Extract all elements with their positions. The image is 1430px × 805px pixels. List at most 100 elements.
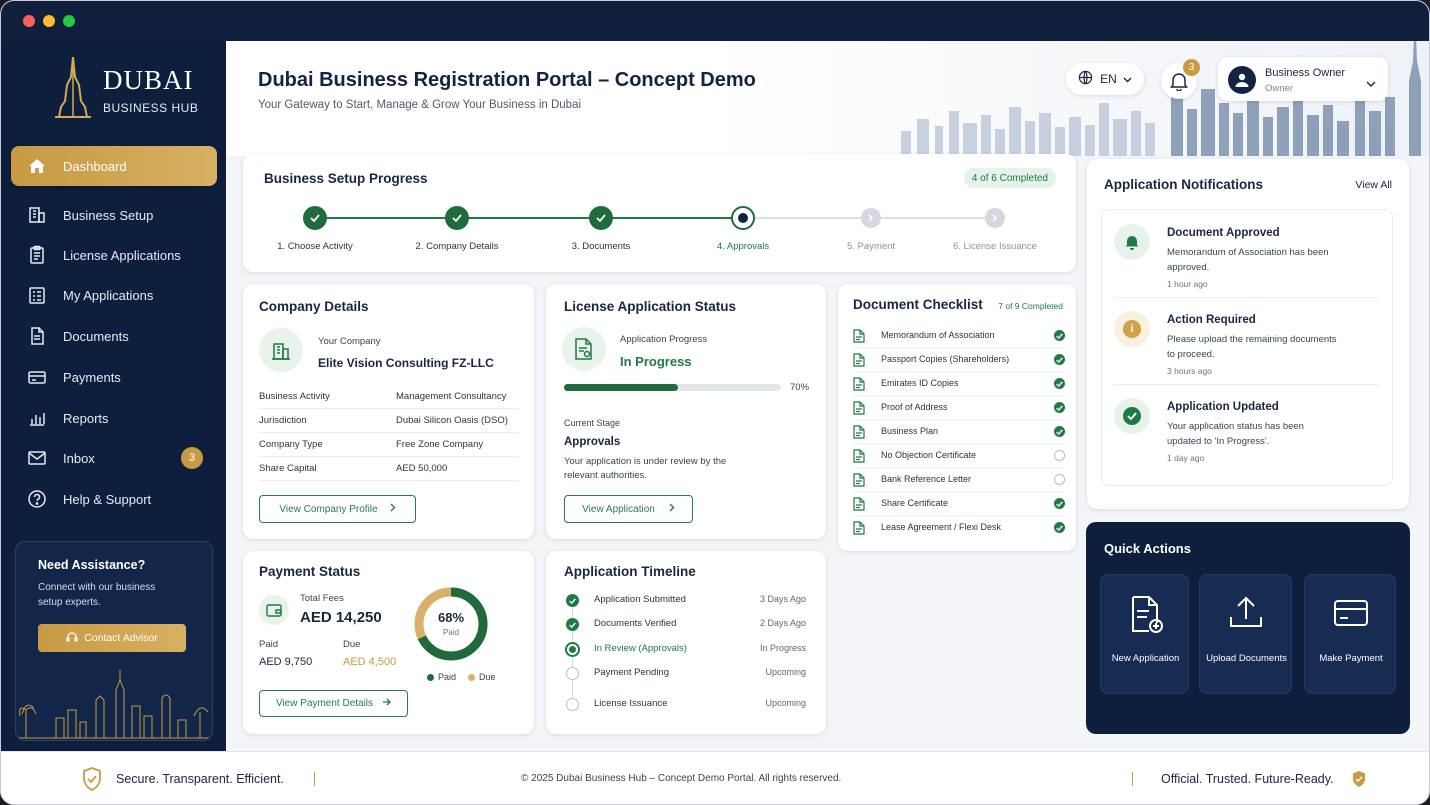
sidebar-item-label: Reports: [63, 410, 109, 426]
sidebar-item-dashboard[interactable]: Dashboard: [11, 146, 217, 186]
company-info-key: Share Capital: [259, 463, 317, 474]
sidebar-item-inbox[interactable]: Inbox 3: [11, 438, 217, 478]
check-circle-icon: [1054, 426, 1065, 437]
row-divider: [853, 467, 1065, 468]
inbox-count-badge: 3: [181, 447, 203, 469]
globe-icon: [1078, 70, 1093, 88]
home-icon: [25, 154, 49, 178]
page-title: Dubai Business Registration Portal – Con…: [258, 69, 756, 91]
check-circle-icon: [1054, 378, 1065, 389]
notifications-button[interactable]: 3: [1161, 59, 1200, 99]
document-icon: [853, 521, 865, 540]
assistance-card: Need Assistance? Connect with our busine…: [15, 541, 213, 741]
sidebar-item-my-applications[interactable]: My Applications: [11, 275, 217, 315]
legend-due-label: Due: [479, 672, 496, 682]
progress-badge: 4 of 6 Completed: [963, 168, 1056, 188]
language-selector[interactable]: EN: [1066, 63, 1144, 95]
row-divider: [1114, 384, 1380, 385]
view-payment-details-button[interactable]: View Payment Details: [259, 690, 408, 717]
payment-donut-chart: [414, 587, 488, 661]
application-progress-percent: 70%: [790, 382, 810, 393]
footer-divider: [1132, 772, 1133, 786]
view-payment-details-label: View Payment Details: [275, 698, 374, 709]
sidebar-item-label: Inbox: [63, 450, 95, 466]
sidebar-item-label: Payments: [63, 369, 121, 385]
progress-step-label: 6. License Issuance: [953, 241, 1037, 252]
document-icon: [853, 449, 865, 468]
company-info-value: Free Zone Company: [396, 439, 484, 450]
maximize-window-button[interactable]: [63, 15, 75, 27]
contact-advisor-button[interactable]: Contact Advisor: [38, 624, 186, 652]
timeline-item-label: Payment Pending: [594, 667, 669, 678]
info-icon: i: [1114, 311, 1150, 347]
make-payment-button[interactable]: Make Payment: [1304, 574, 1396, 694]
application-notifications-card: Application Notifications View All Docum…: [1087, 159, 1409, 509]
checklist-badge: 7 of 9 Completed: [998, 301, 1063, 311]
paid-label: Paid: [259, 639, 279, 650]
bell-icon: [1114, 224, 1150, 260]
sidebar-item-documents[interactable]: Documents: [11, 316, 217, 356]
upload-documents-label: Upload Documents: [1206, 653, 1287, 664]
notification-title: Action Required: [1167, 314, 1256, 326]
progress-title: Business Setup Progress: [264, 171, 428, 186]
user-menu[interactable]: Business Owner Owner: [1218, 57, 1388, 101]
row-divider: [259, 408, 518, 409]
wallet-icon: [259, 595, 289, 625]
brand-title: DUBAI: [103, 65, 194, 95]
company-info-key: Business Activity: [259, 391, 330, 402]
application-timeline-card: Application Timeline Application Submitt…: [546, 551, 826, 734]
timeline-item-label: Application Submitted: [594, 594, 686, 605]
user-name: Business Owner: [1265, 67, 1346, 79]
upload-documents-button[interactable]: Upload Documents: [1199, 574, 1292, 694]
notifications-list: Document Approved Memorandum of Associati…: [1101, 209, 1393, 486]
checklist-item-label: Memorandum of Association: [881, 330, 995, 340]
checklist-item-label: Bank Reference Letter: [881, 474, 972, 484]
chevron-right-icon: [669, 503, 675, 515]
document-checklist-title: Document Checklist: [853, 297, 983, 312]
timeline-item-time: In Progress: [759, 643, 806, 653]
checklist-item-label: Emirates ID Copies: [881, 378, 959, 388]
document-icon: [853, 497, 865, 516]
progress-step-label: 3. Documents: [571, 241, 631, 252]
view-application-button[interactable]: View Application: [564, 495, 693, 523]
badge-shield-icon: [1351, 770, 1367, 793]
timeline-current-icon: [565, 642, 580, 657]
sidebar-item-license-applications[interactable]: License Applications: [11, 235, 217, 275]
document-icon: [853, 473, 865, 492]
clipboard-icon: [25, 243, 49, 267]
view-company-profile-button[interactable]: View Company Profile: [259, 495, 416, 523]
list-icon: [25, 283, 49, 307]
progress-step-label: 1. Choose Activity: [277, 241, 353, 252]
brand-subtitle: BUSINESS HUB: [103, 101, 199, 115]
sidebar-item-label: Business Setup: [63, 207, 154, 223]
row-divider: [853, 347, 1065, 348]
bell-icon: [1170, 71, 1188, 96]
company-info-key: Company Type: [259, 439, 323, 450]
total-fees-label: Total Fees: [300, 593, 344, 604]
timeline-item-label: Documents Verified: [594, 618, 677, 629]
view-all-link[interactable]: View All: [1355, 179, 1392, 191]
row-divider: [853, 395, 1065, 396]
notification-title: Document Approved: [1167, 227, 1280, 239]
legend-paid-label: Paid: [438, 672, 457, 682]
sidebar-item-business-setup[interactable]: Business Setup: [11, 195, 217, 235]
contact-advisor-label: Contact Advisor: [84, 632, 158, 644]
sidebar-item-payments[interactable]: Payments: [11, 357, 217, 397]
assistance-text-1: Connect with our business: [38, 582, 156, 593]
sidebar-item-help-support[interactable]: Help & Support: [11, 479, 217, 519]
mail-icon: [25, 446, 49, 470]
due-value: AED 4,500: [343, 656, 397, 668]
document-icon: [853, 329, 865, 348]
minimize-window-button[interactable]: [43, 15, 55, 27]
close-window-button[interactable]: [23, 15, 35, 27]
company-name: Elite Vision Consulting FZ-LLC: [318, 356, 494, 370]
progress-step-marker: [861, 208, 881, 228]
burj-logo-icon: [55, 57, 91, 118]
row-divider: [853, 419, 1065, 420]
new-application-button[interactable]: New Application: [1100, 574, 1189, 694]
sidebar-item-reports[interactable]: Reports: [11, 398, 217, 438]
brand-logo[interactable]: DUBAI BUSINESS HUB: [51, 57, 211, 119]
document-icon: [853, 377, 865, 396]
due-label: Due: [343, 639, 361, 650]
checklist-item-label: Proof of Address: [881, 402, 948, 412]
